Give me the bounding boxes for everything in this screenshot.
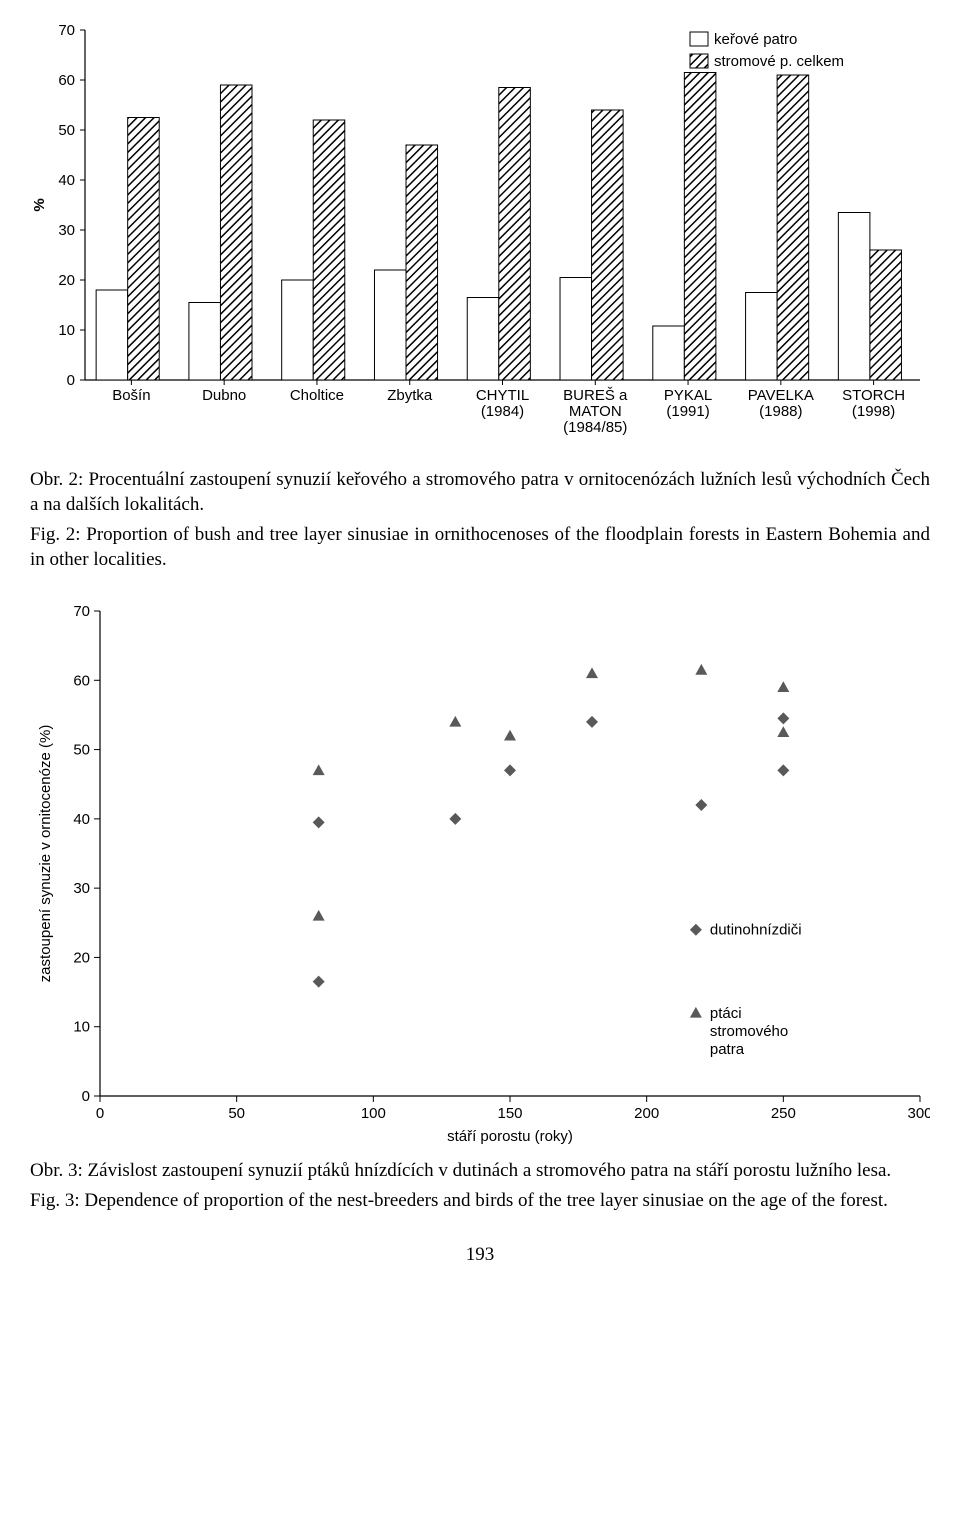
bar <box>653 326 685 380</box>
legend-label: patra <box>710 1041 745 1058</box>
triangle-marker <box>777 726 789 737</box>
y-tick-label: 50 <box>58 122 75 139</box>
x-tick-label: PAVELKA <box>748 387 814 404</box>
bar <box>467 298 499 381</box>
triangle-marker <box>449 716 461 727</box>
x-tick-label: (1991) <box>666 403 709 420</box>
bar-caption-en: Fig. 2: Proportion of bush and tree laye… <box>30 523 930 572</box>
x-tick-label: 50 <box>228 1105 245 1122</box>
x-tick-label: (1988) <box>759 403 802 420</box>
x-tick-label: 150 <box>497 1105 522 1122</box>
triangle-marker <box>504 729 516 740</box>
y-tick-label: 40 <box>73 811 90 828</box>
y-tick-label: 0 <box>67 372 75 389</box>
triangle-marker <box>695 664 707 675</box>
y-tick-label: 30 <box>73 880 90 897</box>
x-tick-label: CHYTIL <box>476 387 529 404</box>
x-tick-label: 100 <box>361 1105 386 1122</box>
y-tick-label: 10 <box>58 322 75 339</box>
legend-swatch <box>690 54 708 68</box>
bar <box>406 145 438 380</box>
x-tick-label: 200 <box>634 1105 659 1122</box>
y-tick-label: 70 <box>58 22 75 39</box>
triangle-marker <box>313 910 325 921</box>
y-tick-label: 60 <box>73 672 90 689</box>
bar <box>499 88 531 381</box>
x-tick-label: STORCH <box>842 387 905 404</box>
x-axis-label: stáří porostu (roky) <box>447 1128 573 1145</box>
x-tick-label: BUREŠ a <box>563 387 628 404</box>
x-tick-label: PYKAL <box>664 387 712 404</box>
bar-caption-cs: Obr. 2: Procentuální zastoupení synuzií … <box>30 468 930 517</box>
x-tick-label: (1984) <box>481 403 524 420</box>
scatter-chart-svg: 0 10 20 30 40 50 60 70 0 50 100 150 200 250 300 stáří p… <box>30 591 930 1151</box>
bar <box>560 278 592 381</box>
y-tick-label: 40 <box>58 172 75 189</box>
diamond-marker <box>690 923 702 935</box>
bar-chart-svg: 0 10 20 30 40 50 60 70% Bošín Dubno Choltice Zbytka… <box>30 20 930 460</box>
bar <box>684 73 716 381</box>
x-tick-label: Zbytka <box>387 387 433 404</box>
bar <box>746 293 778 381</box>
x-tick-label: (1998) <box>852 403 895 420</box>
y-tick-label: 30 <box>58 222 75 239</box>
bar <box>96 290 128 380</box>
bar <box>189 303 221 381</box>
y-tick-label: 50 <box>73 741 90 758</box>
x-tick-label: Dubno <box>202 387 246 404</box>
bar <box>313 120 345 380</box>
diamond-marker <box>695 799 707 811</box>
bar <box>838 213 870 381</box>
triangle-marker <box>690 1007 702 1018</box>
bar <box>220 85 252 380</box>
scatter-chart: 0 10 20 30 40 50 60 70 0 50 100 150 200 250 300 stáří p… <box>30 591 930 1151</box>
x-tick-label: Choltice <box>290 387 344 404</box>
x-tick-label: Bošín <box>112 387 150 404</box>
page-number: 193 <box>30 1244 930 1266</box>
triangle-marker <box>313 764 325 775</box>
y-tick-label: 20 <box>73 949 90 966</box>
y-tick-label: 0 <box>82 1088 90 1105</box>
x-tick-label: 250 <box>771 1105 796 1122</box>
triangle-marker <box>777 681 789 692</box>
y-axis-label: % <box>31 198 48 211</box>
legend-label: ptáci <box>710 1005 742 1022</box>
bar <box>282 280 314 380</box>
legend-label: keřové patro <box>714 31 797 48</box>
y-tick-label: 10 <box>73 1018 90 1035</box>
triangle-marker <box>586 667 598 678</box>
bar <box>777 75 809 380</box>
legend-label: dutinohnízdiči <box>710 921 802 938</box>
bar <box>592 110 624 380</box>
diamond-marker <box>586 716 598 728</box>
y-axis-label: zastoupení synuzie v ornitocenóze (%) <box>37 724 54 982</box>
legend-label: stromového <box>710 1023 788 1040</box>
x-tick-label: MATON <box>569 403 622 420</box>
y-tick-label: 70 <box>73 603 90 620</box>
y-tick-label: 60 <box>58 72 75 89</box>
bar <box>870 250 902 380</box>
legend-label: stromové p. celkem <box>714 53 844 70</box>
scatter-caption-cs: Obr. 3: Závislost zastoupení synuzií ptá… <box>30 1159 930 1184</box>
bar <box>128 118 160 381</box>
diamond-marker <box>313 975 325 987</box>
legend-swatch <box>690 32 708 46</box>
diamond-marker <box>504 764 516 776</box>
x-tick-label: 300 <box>907 1105 930 1122</box>
bar <box>374 270 406 380</box>
scatter-caption-en: Fig. 3: Dependence of proportion of the … <box>30 1189 930 1214</box>
diamond-marker <box>777 764 789 776</box>
x-tick-label: 0 <box>96 1105 104 1122</box>
diamond-marker <box>449 813 461 825</box>
diamond-marker <box>313 816 325 828</box>
x-tick-label: (1984/85) <box>563 419 627 436</box>
diamond-marker <box>777 712 789 724</box>
bar-chart: 0 10 20 30 40 50 60 70% Bošín Dubno Choltice Zbytka… <box>30 20 930 460</box>
y-tick-label: 20 <box>58 272 75 289</box>
